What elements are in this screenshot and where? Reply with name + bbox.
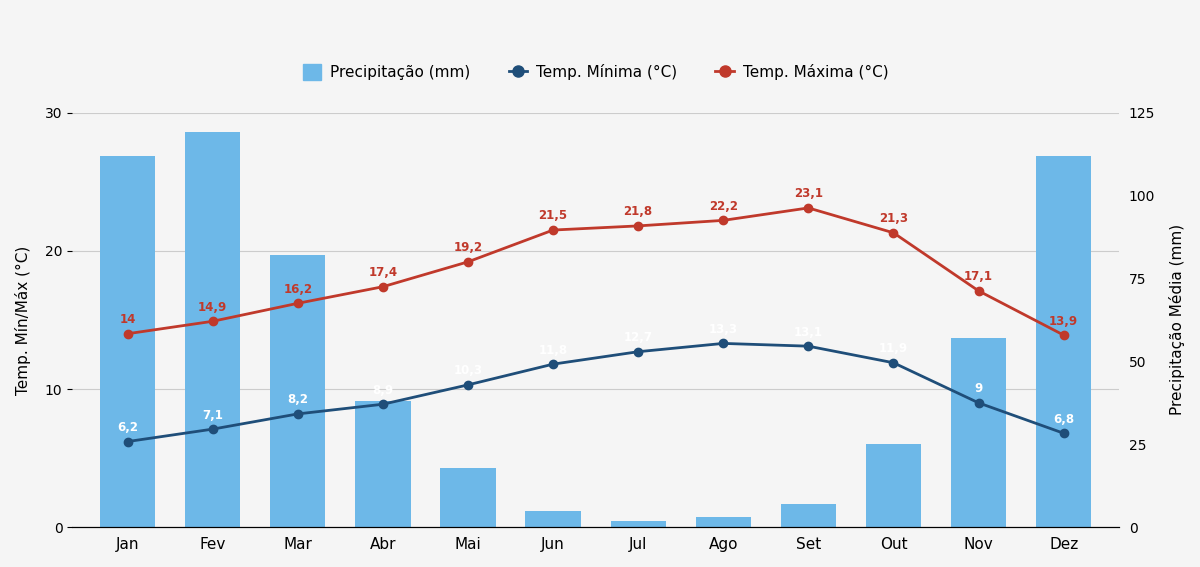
Text: 13,1: 13,1 bbox=[794, 325, 823, 338]
Text: 10,3: 10,3 bbox=[454, 364, 482, 377]
Temp. Máxima (°C) bbox=[1056, 332, 1070, 338]
Temp. Máxima (°C) bbox=[461, 259, 475, 265]
Temp. Máxima (°C) bbox=[887, 230, 901, 236]
Text: 9: 9 bbox=[974, 382, 983, 395]
Temp. Máxima (°C) bbox=[120, 331, 134, 337]
Text: 6,8: 6,8 bbox=[1054, 413, 1074, 426]
Temp. Máxima (°C) bbox=[971, 287, 985, 294]
Temp. Mínima (°C) bbox=[205, 426, 220, 433]
Text: 21,8: 21,8 bbox=[624, 205, 653, 218]
Bar bbox=[526, 511, 581, 527]
Bar bbox=[185, 133, 240, 527]
Bar bbox=[781, 504, 836, 527]
Temp. Máxima (°C) bbox=[546, 227, 560, 234]
Temp. Máxima (°C) bbox=[716, 217, 731, 224]
Text: 13,9: 13,9 bbox=[1049, 315, 1079, 328]
Text: 13,3: 13,3 bbox=[709, 323, 738, 336]
Y-axis label: Temp. Mín/Máx (°C): Temp. Mín/Máx (°C) bbox=[14, 246, 31, 395]
Text: 17,4: 17,4 bbox=[368, 266, 397, 279]
Temp. Mínima (°C) bbox=[716, 340, 731, 347]
Text: 16,2: 16,2 bbox=[283, 283, 312, 296]
Bar bbox=[440, 468, 496, 527]
Temp. Mínima (°C) bbox=[631, 348, 646, 355]
Text: 21,3: 21,3 bbox=[878, 212, 908, 225]
Bar bbox=[270, 255, 325, 527]
Temp. Mínima (°C) bbox=[290, 411, 305, 417]
Temp. Mínima (°C) bbox=[1056, 430, 1070, 437]
Text: 22,2: 22,2 bbox=[709, 200, 738, 213]
Bar bbox=[696, 517, 751, 527]
Bar bbox=[950, 338, 1007, 527]
Temp. Máxima (°C) bbox=[631, 222, 646, 229]
Line: Temp. Máxima (°C): Temp. Máxima (°C) bbox=[124, 204, 1068, 339]
Temp. Mínima (°C) bbox=[971, 400, 985, 407]
Text: 12,7: 12,7 bbox=[624, 331, 653, 344]
Y-axis label: Precipitação Média (mm): Precipitação Média (mm) bbox=[1169, 225, 1186, 416]
Temp. Mínima (°C) bbox=[546, 361, 560, 367]
Temp. Mínima (°C) bbox=[802, 343, 816, 350]
Bar bbox=[355, 401, 410, 527]
Text: 7,1: 7,1 bbox=[203, 408, 223, 421]
Bar bbox=[1036, 156, 1091, 527]
Temp. Mínima (°C) bbox=[120, 438, 134, 445]
Bar bbox=[100, 156, 155, 527]
Text: 6,2: 6,2 bbox=[118, 421, 138, 434]
Text: 8,2: 8,2 bbox=[287, 393, 308, 407]
Text: 11,9: 11,9 bbox=[878, 342, 908, 355]
Temp. Máxima (°C) bbox=[376, 284, 390, 290]
Legend: Precipitação (mm), Temp. Mínima (°C), Temp. Máxima (°C): Precipitação (mm), Temp. Mínima (°C), Te… bbox=[296, 58, 895, 86]
Text: 21,5: 21,5 bbox=[539, 209, 568, 222]
Temp. Mínima (°C) bbox=[887, 359, 901, 366]
Temp. Máxima (°C) bbox=[802, 205, 816, 211]
Text: 19,2: 19,2 bbox=[454, 241, 482, 254]
Bar bbox=[611, 521, 666, 527]
Text: 11,8: 11,8 bbox=[539, 344, 568, 357]
Text: 23,1: 23,1 bbox=[794, 187, 823, 200]
Temp. Máxima (°C) bbox=[205, 318, 220, 325]
Text: 17,1: 17,1 bbox=[964, 270, 994, 284]
Temp. Mínima (°C) bbox=[376, 401, 390, 408]
Temp. Máxima (°C) bbox=[290, 300, 305, 307]
Temp. Mínima (°C) bbox=[461, 382, 475, 388]
Line: Temp. Mínima (°C): Temp. Mínima (°C) bbox=[124, 339, 1068, 446]
Text: 8,9: 8,9 bbox=[372, 384, 394, 397]
Text: 14: 14 bbox=[119, 313, 136, 326]
Bar bbox=[866, 445, 922, 527]
Text: 14,9: 14,9 bbox=[198, 301, 227, 314]
